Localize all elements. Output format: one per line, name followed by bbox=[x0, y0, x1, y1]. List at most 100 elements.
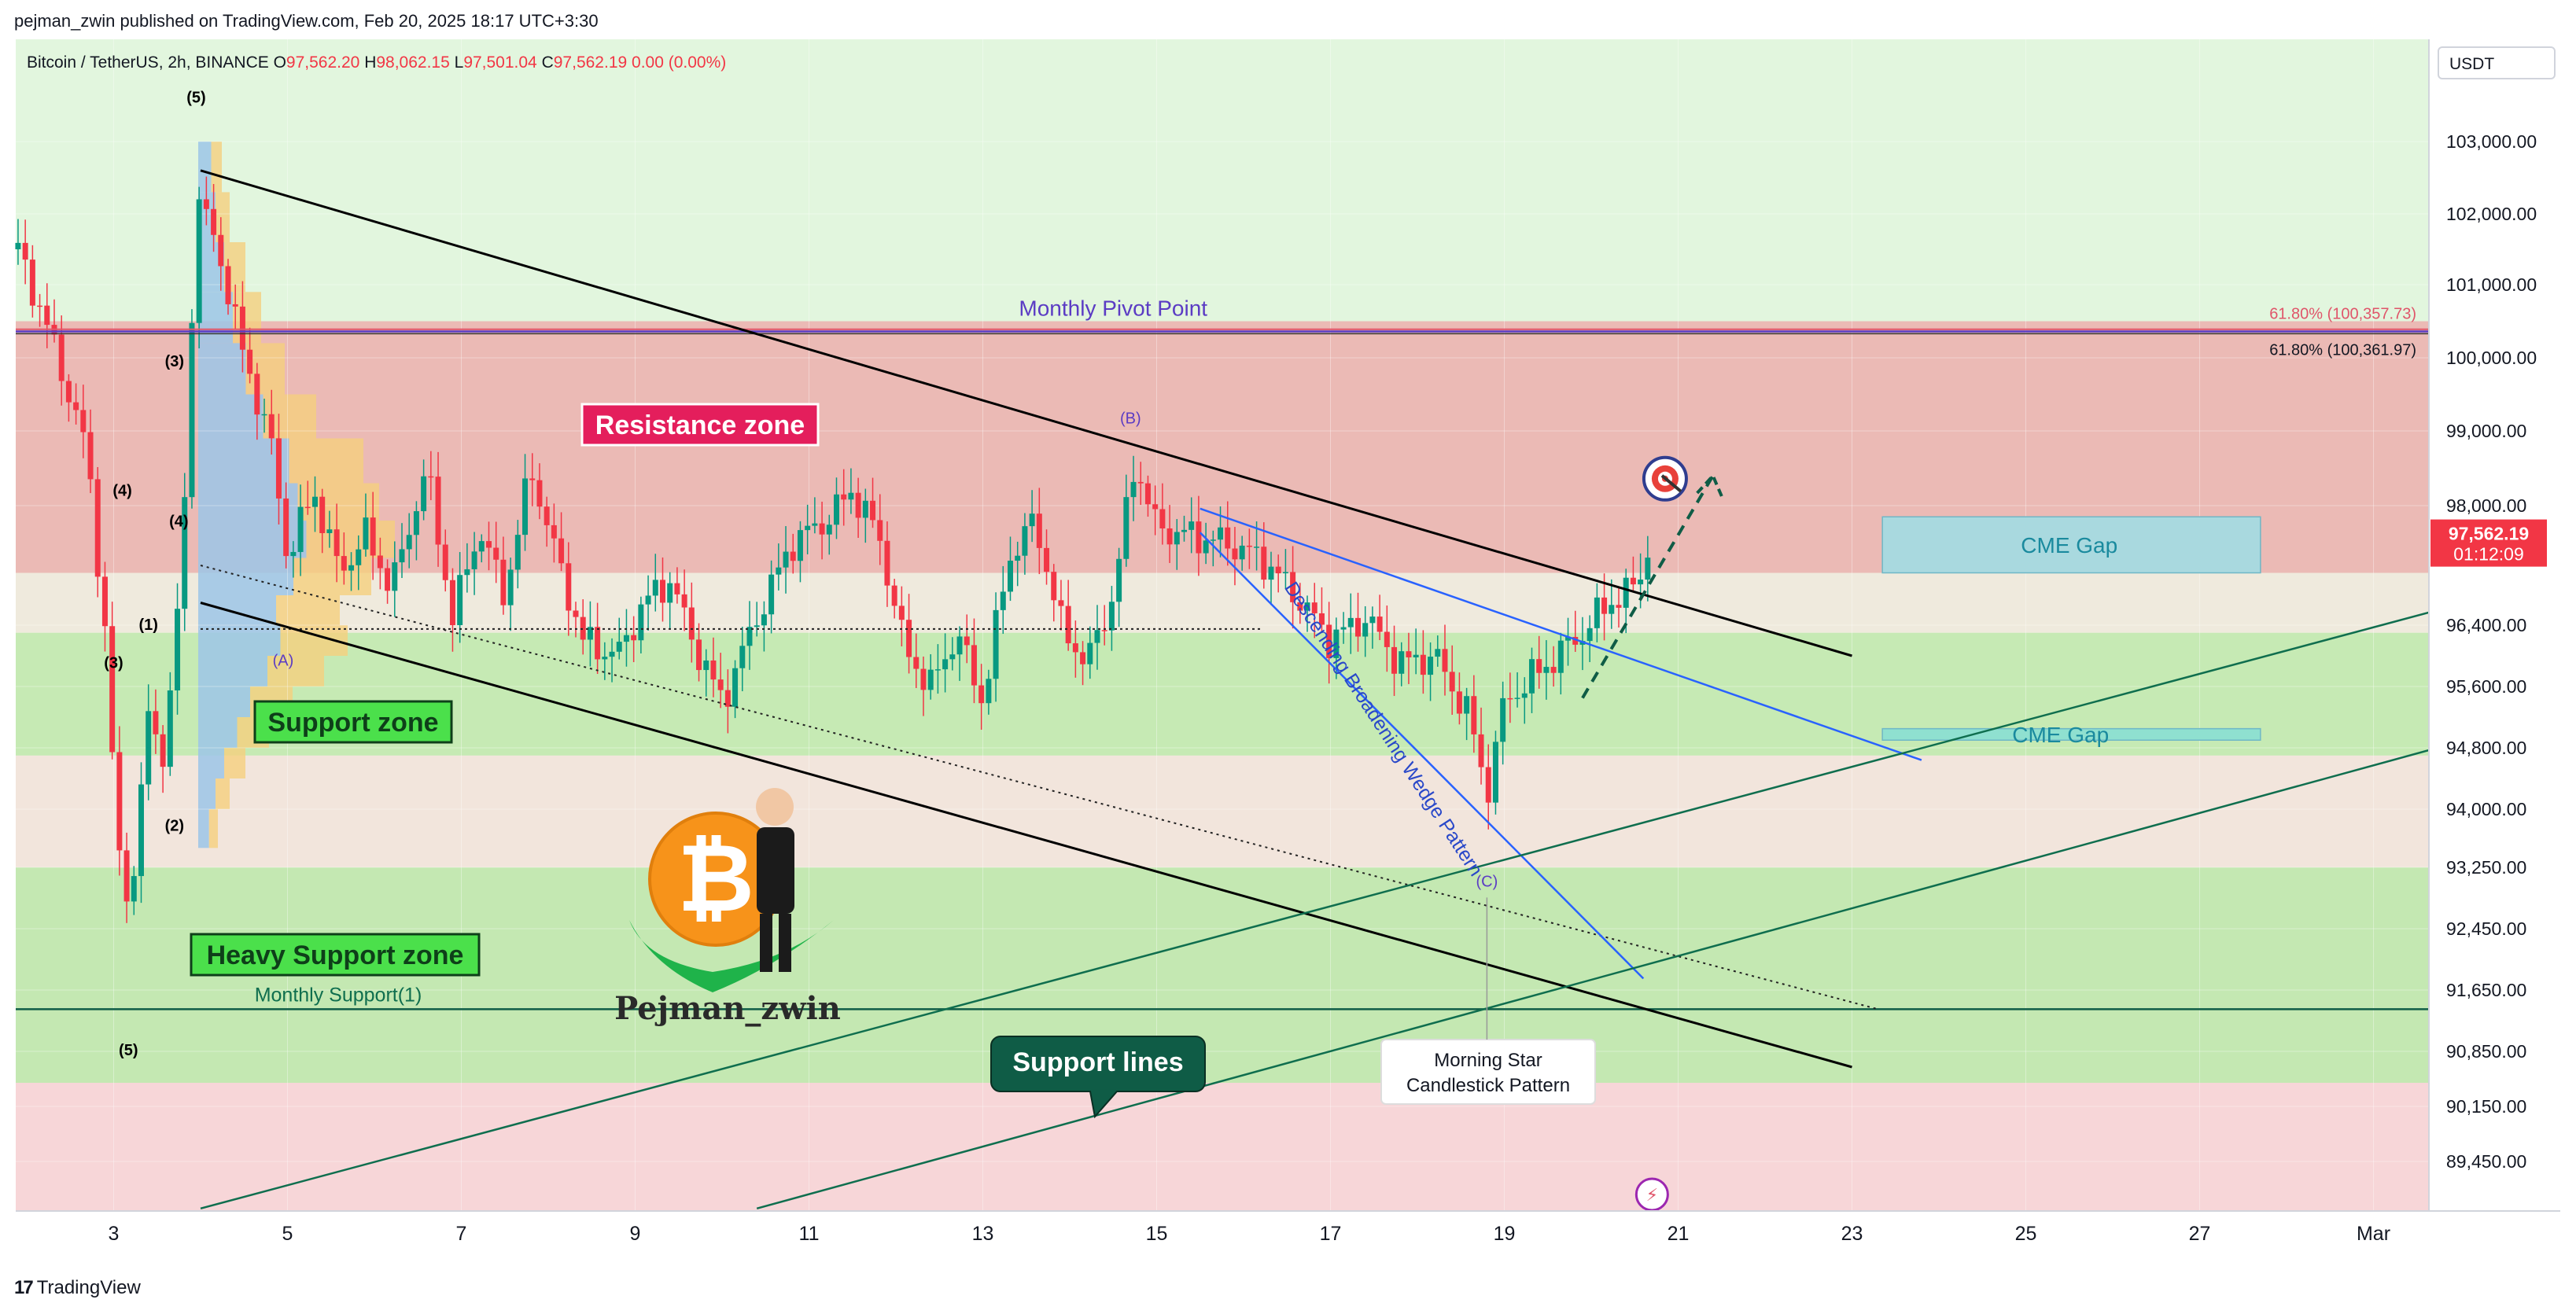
author-avatar-leg bbox=[779, 914, 791, 972]
candle-body bbox=[1565, 636, 1572, 641]
candle-body bbox=[544, 506, 550, 525]
candle-body bbox=[189, 322, 195, 498]
candle-body bbox=[1166, 528, 1173, 545]
candle-body bbox=[949, 654, 956, 660]
time-tick-label: 17 bbox=[1320, 1223, 1342, 1245]
candle-body bbox=[1362, 623, 1369, 637]
tradingview-brand[interactable]: 17 TradingView bbox=[14, 1277, 141, 1299]
time-tick-label: 9 bbox=[630, 1223, 641, 1245]
time-tick-label: 5 bbox=[282, 1223, 293, 1245]
resistance-zone-label-box bbox=[580, 403, 820, 447]
candle-body bbox=[464, 569, 470, 576]
candle-body bbox=[1058, 600, 1064, 606]
last-price-value: 97,562.19 bbox=[2449, 524, 2529, 544]
candle-body bbox=[1015, 555, 1021, 561]
candle-body bbox=[993, 609, 999, 679]
volume-profile-bar bbox=[198, 686, 250, 717]
legend-part: 98,062.15 bbox=[376, 53, 454, 72]
candle-body bbox=[1471, 696, 1477, 734]
candle-body bbox=[261, 414, 267, 416]
candle-body bbox=[1507, 697, 1513, 700]
price-tick-label: 89,450.00 bbox=[2446, 1151, 2526, 1172]
candle-body bbox=[631, 635, 637, 641]
candle-body bbox=[609, 651, 615, 657]
heavy-support-zone-label: Heavy Support zone bbox=[207, 940, 464, 970]
candle-body bbox=[211, 208, 217, 235]
candle-body bbox=[304, 506, 311, 509]
candle-body bbox=[1420, 654, 1426, 675]
candle-body bbox=[175, 609, 181, 691]
candle-body bbox=[1174, 532, 1180, 545]
candle-body bbox=[392, 562, 398, 591]
candle-body bbox=[674, 583, 680, 594]
candle-body bbox=[1413, 654, 1419, 657]
wave-label: (5) bbox=[119, 1042, 138, 1059]
candle-body bbox=[471, 551, 477, 569]
currency-button[interactable] bbox=[2438, 46, 2556, 79]
candle-body bbox=[311, 496, 318, 507]
candle-body bbox=[1376, 617, 1383, 632]
candle-body bbox=[1275, 566, 1281, 574]
candle-body bbox=[1036, 513, 1042, 548]
projection-arrow[interactable] bbox=[1581, 474, 1715, 699]
candle-body bbox=[1159, 509, 1166, 528]
trendline-channel-top[interactable] bbox=[200, 169, 1852, 657]
candle-body bbox=[406, 535, 412, 550]
candle-body bbox=[776, 567, 782, 575]
trendline-wedge-upper[interactable] bbox=[1200, 507, 1922, 761]
trendline-wedge-lower[interactable] bbox=[1199, 532, 1645, 980]
candle-body bbox=[94, 479, 101, 577]
candle-body bbox=[1232, 548, 1238, 560]
monthly-pivot-label: Monthly Pivot Point bbox=[1019, 296, 1207, 321]
volume-profile-bar bbox=[289, 438, 363, 484]
candle-body bbox=[870, 500, 876, 521]
candle-body bbox=[573, 610, 579, 617]
candle-body bbox=[964, 636, 970, 646]
candle-body bbox=[37, 305, 43, 307]
candle-body bbox=[783, 551, 789, 568]
candle-body bbox=[1246, 545, 1252, 547]
legend-part: O bbox=[274, 53, 286, 72]
candle-body bbox=[449, 580, 455, 625]
candle-body bbox=[986, 679, 992, 704]
candle-body bbox=[138, 784, 144, 877]
time-tick-label: 7 bbox=[456, 1223, 467, 1245]
trendline-support-line-2[interactable] bbox=[756, 745, 2444, 1210]
candle-body bbox=[877, 520, 883, 541]
candle-body bbox=[109, 626, 116, 753]
projection-arrow-head bbox=[1696, 473, 1724, 499]
trendline-support-line-1[interactable] bbox=[200, 607, 2444, 1210]
volume-profile-bar bbox=[216, 192, 230, 242]
support-lines-label: Support lines bbox=[1012, 1047, 1183, 1077]
volume-profile-bar bbox=[233, 292, 261, 344]
candle-body bbox=[746, 627, 753, 646]
volume-profile-bar bbox=[208, 809, 218, 848]
trendline-channel-bottom[interactable] bbox=[200, 602, 1852, 1069]
candle-body bbox=[1536, 659, 1542, 673]
time-tick-label: 11 bbox=[799, 1223, 820, 1245]
ohlc-legend: Bitcoin / TetherUS, 2h, BINANCE O97,562.… bbox=[27, 53, 726, 72]
morning-star-label-2: Candlestick Pattern bbox=[1406, 1075, 1570, 1096]
candle-body bbox=[855, 492, 861, 518]
neutral-zone-lower bbox=[16, 755, 2429, 867]
candle-body bbox=[724, 690, 731, 707]
candle-body bbox=[696, 639, 702, 671]
cme-gap-upper-label: CME Gap bbox=[2021, 533, 2117, 558]
candle-body bbox=[493, 547, 499, 560]
candle-body bbox=[182, 497, 188, 609]
candle-body bbox=[1282, 572, 1288, 574]
candle-body bbox=[80, 410, 87, 432]
candle-body bbox=[1630, 577, 1636, 585]
candles-layer bbox=[15, 176, 1651, 923]
candle-body bbox=[1087, 642, 1093, 664]
candle-body bbox=[1616, 605, 1622, 608]
candle-body bbox=[638, 604, 644, 641]
price-tick-label: 103,000.00 bbox=[2446, 131, 2537, 152]
candle-body bbox=[768, 574, 775, 615]
candle-body bbox=[239, 306, 245, 350]
volume-profile-bar bbox=[198, 809, 209, 848]
time-tick-label: 15 bbox=[1146, 1223, 1168, 1245]
legend-part: 97,501.04 bbox=[463, 53, 541, 72]
candle-body bbox=[805, 525, 811, 531]
